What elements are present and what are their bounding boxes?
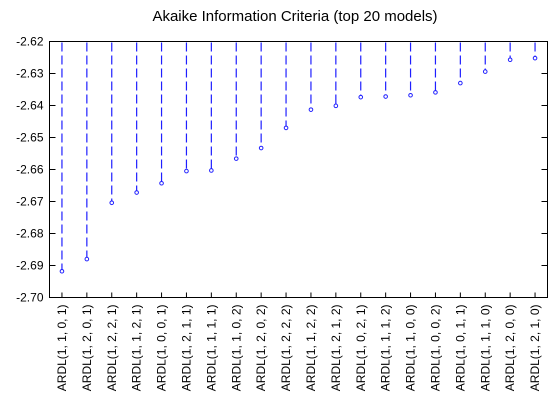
- x-tick-label: ARDL(1, 0, 0, 2): [428, 304, 442, 391]
- x-axis: ARDL(1, 1, 0, 1) ARDL(1, 2, 0, 1) ARDL(1, …: [55, 292, 542, 391]
- x-tick-label: ARDL(1, 2, 0, 0): [503, 304, 517, 391]
- data-point: [433, 90, 438, 95]
- x-tick-label: ARDL(1, 1, 0, 1): [55, 304, 69, 391]
- data-point: [84, 256, 90, 262]
- data-point: [507, 57, 513, 63]
- x-tick-label: ARDL(1, 2, 0, 2): [254, 304, 268, 391]
- data-point: [209, 168, 214, 173]
- plot-frame: [49, 41, 548, 298]
- data-point: [358, 94, 364, 100]
- x-tick-label: ARDL(1, 2, 1, 2): [329, 304, 343, 391]
- x-tick-label: ARDL(1, 1, 1, 2): [379, 304, 393, 391]
- y-tick-label: -2.68: [16, 227, 44, 241]
- data-point: [532, 55, 538, 61]
- x-tick-label: ARDL(1, 1, 0, 2): [229, 304, 243, 391]
- data-point: [482, 69, 488, 74]
- y-axis: -2.62 -2.63 -2.64 -2.65 -2.66 -2.67 -2.68 -2.69…: [16, 35, 548, 305]
- y-tick-label: -2.66: [16, 163, 44, 177]
- x-tick-label: ARDL(1, 2, 2, 2): [279, 304, 293, 391]
- plot-area: [59, 42, 538, 274]
- x-tick-label: ARDL(1, 2, 0, 1): [80, 304, 94, 391]
- data-point: [283, 125, 289, 131]
- x-tick-label: ARDL(1, 1, 0, 0): [404, 304, 418, 391]
- y-tick-label: -2.62: [16, 35, 44, 49]
- y-tick-label: -2.65: [16, 131, 44, 145]
- x-tick-label: ARDL(1, 1, 2, 2): [304, 304, 318, 391]
- data-point: [159, 180, 164, 186]
- data-point: [233, 156, 239, 161]
- y-tick-label: -2.70: [16, 291, 44, 305]
- data-point: [184, 168, 189, 174]
- data-point: [458, 80, 463, 86]
- x-tick-label: ARDL(1, 2, 1, 1): [179, 304, 193, 391]
- x-tick-label: ARDL(1, 0, 0, 1): [155, 304, 169, 391]
- data-point: [258, 145, 264, 151]
- data-point: [383, 94, 388, 99]
- data-point: [408, 92, 413, 98]
- x-tick-label: ARDL(1, 2, 1, 0): [528, 304, 542, 391]
- y-tick-label: -2.69: [16, 259, 44, 273]
- data-point: [109, 200, 115, 206]
- data-point: [308, 107, 314, 112]
- y-tick-label: -2.64: [16, 99, 44, 113]
- x-tick-label: ARDL(1, 0, 2, 1): [354, 304, 368, 391]
- y-tick-label: -2.67: [16, 195, 44, 209]
- x-tick-label: ARDL(1, 0, 1, 1): [453, 304, 467, 391]
- data-point: [59, 268, 65, 274]
- x-tick-label: ARDL(1, 1, 2, 1): [130, 304, 144, 391]
- x-tick-label: ARDL(1, 1, 1, 1): [204, 304, 218, 391]
- y-tick-label: -2.63: [16, 67, 44, 81]
- data-point: [333, 103, 339, 109]
- x-tick-label: ARDL(1, 1, 1, 0): [478, 304, 492, 391]
- chart-title: Akaike Information Criteria (top 20 mode…: [152, 8, 437, 25]
- x-tick-label: ARDL(1, 2, 2, 1): [105, 304, 119, 391]
- data-point: [134, 190, 139, 195]
